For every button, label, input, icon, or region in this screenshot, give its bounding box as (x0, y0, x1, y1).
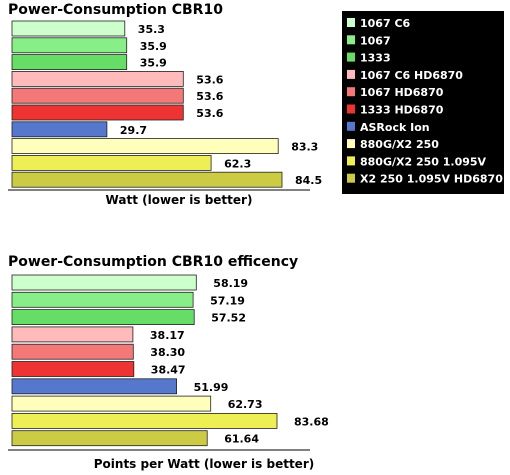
chart2-x-label: Points per Watt (lower is better) (94, 457, 314, 471)
legend: 1067 C6 1067 1333 1067 C6 HD6870 1067 HD6870… (342, 11, 504, 194)
chart1-bar (11, 154, 212, 171)
chart2-value-label: 57.19 (210, 294, 245, 307)
legend-swatch (347, 18, 355, 27)
legend-swatch (347, 87, 355, 97)
chart1-value-label: 84.5 (295, 174, 322, 187)
chart2-bar (11, 326, 134, 343)
chart2-bar (11, 274, 197, 291)
chart1-bar (11, 104, 184, 121)
legend-item-label: 1067 (360, 34, 391, 47)
legend-item-label: 1067 HD6870 (360, 86, 444, 99)
legend-item-label: X2 250 1.095V HD6870 (360, 173, 503, 186)
chart2-value-label: 62.73 (228, 398, 263, 411)
chart2-bar (11, 343, 134, 360)
chart1-value-label: 83.3 (291, 141, 318, 154)
legend-swatch (347, 35, 355, 45)
chart-efficiency: Power-Consumption CBR10 efficency 58.195… (8, 254, 329, 471)
chart1-value-label: 62.3 (224, 157, 251, 170)
chart1-value-label: 35.9 (140, 40, 167, 53)
chart1-bar (11, 138, 279, 155)
chart2-value-label: 61.64 (224, 433, 259, 446)
legend-item-label: ASRock Ion (360, 121, 430, 134)
chart1-bars: 35.3 35.9 35.9 53.6 53.6 53.6 29.7 83.3 62.3 84.5 (11, 20, 322, 188)
chart2-bar (11, 291, 194, 308)
legend-item-label: 880G/X2 250 (360, 138, 439, 151)
legend-item-label: 1333 HD6870 (360, 104, 444, 117)
legend-item-label: 1333 (360, 52, 391, 65)
chart2-value-label: 57.52 (211, 312, 246, 325)
chart2-value-label: 38.30 (150, 346, 185, 359)
chart2-value-label: 83.68 (294, 415, 329, 428)
chart2-bar (11, 395, 212, 412)
chart1-value-label: 29.7 (120, 124, 147, 137)
chart1-title: Power-Consumption CBR10 (8, 2, 223, 18)
chart2-value-label: 51.99 (194, 381, 229, 394)
chart1-value-label: 53.6 (196, 107, 223, 120)
legend-swatch (347, 104, 355, 114)
chart2-bar (11, 361, 135, 377)
chart2-bar (11, 378, 178, 395)
chart2-title: Power-Consumption CBR10 efficency (8, 254, 298, 270)
chart1-bar (11, 171, 283, 188)
chart1-bar (11, 37, 128, 54)
chart2-value-label: 38.17 (150, 329, 185, 342)
legend-swatch (347, 139, 355, 149)
chart2-bar (11, 309, 195, 326)
chart1-bar (11, 71, 184, 87)
chart1-bar (11, 121, 108, 138)
chart1-bar (11, 54, 128, 70)
chart1-value-label: 35.3 (138, 23, 165, 36)
chart2-bars: 58.19 57.19 57.52 38.17 38.30 38.47 51.99 62.73… (11, 274, 329, 447)
legend-swatch (347, 173, 355, 183)
legend-swatch (347, 156, 355, 166)
chart1-value-label: 35.9 (140, 57, 167, 70)
legend-swatch (347, 121, 355, 131)
chart2-value-label: 58.19 (213, 277, 248, 290)
legend-item-label: 1067 C6 (360, 17, 411, 30)
chart1-bar (11, 20, 126, 37)
legend-swatch (347, 69, 355, 79)
chart1-x-label: Watt (lower is better) (106, 193, 253, 207)
legend-background (342, 11, 504, 194)
chart-power-consumption: Power-Consumption CBR10 35.3 35.9 35.9 53.6… (8, 2, 322, 207)
chart2-bar (11, 430, 208, 447)
chart2-value-label: 38.47 (151, 364, 186, 377)
legend-items: 1067 C6 1067 1333 1067 C6 HD6870 1067 HD6870… (347, 17, 503, 186)
chart1-bar (11, 87, 184, 104)
legend-item-label: 880G/X2 250 1.095V (360, 155, 487, 168)
chart1-value-label: 53.6 (196, 90, 223, 103)
legend-item-label: 1067 C6 HD6870 (360, 69, 463, 82)
chart1-value-label: 53.6 (196, 73, 223, 86)
legend-swatch (347, 52, 355, 62)
chart2-bar (11, 412, 278, 429)
